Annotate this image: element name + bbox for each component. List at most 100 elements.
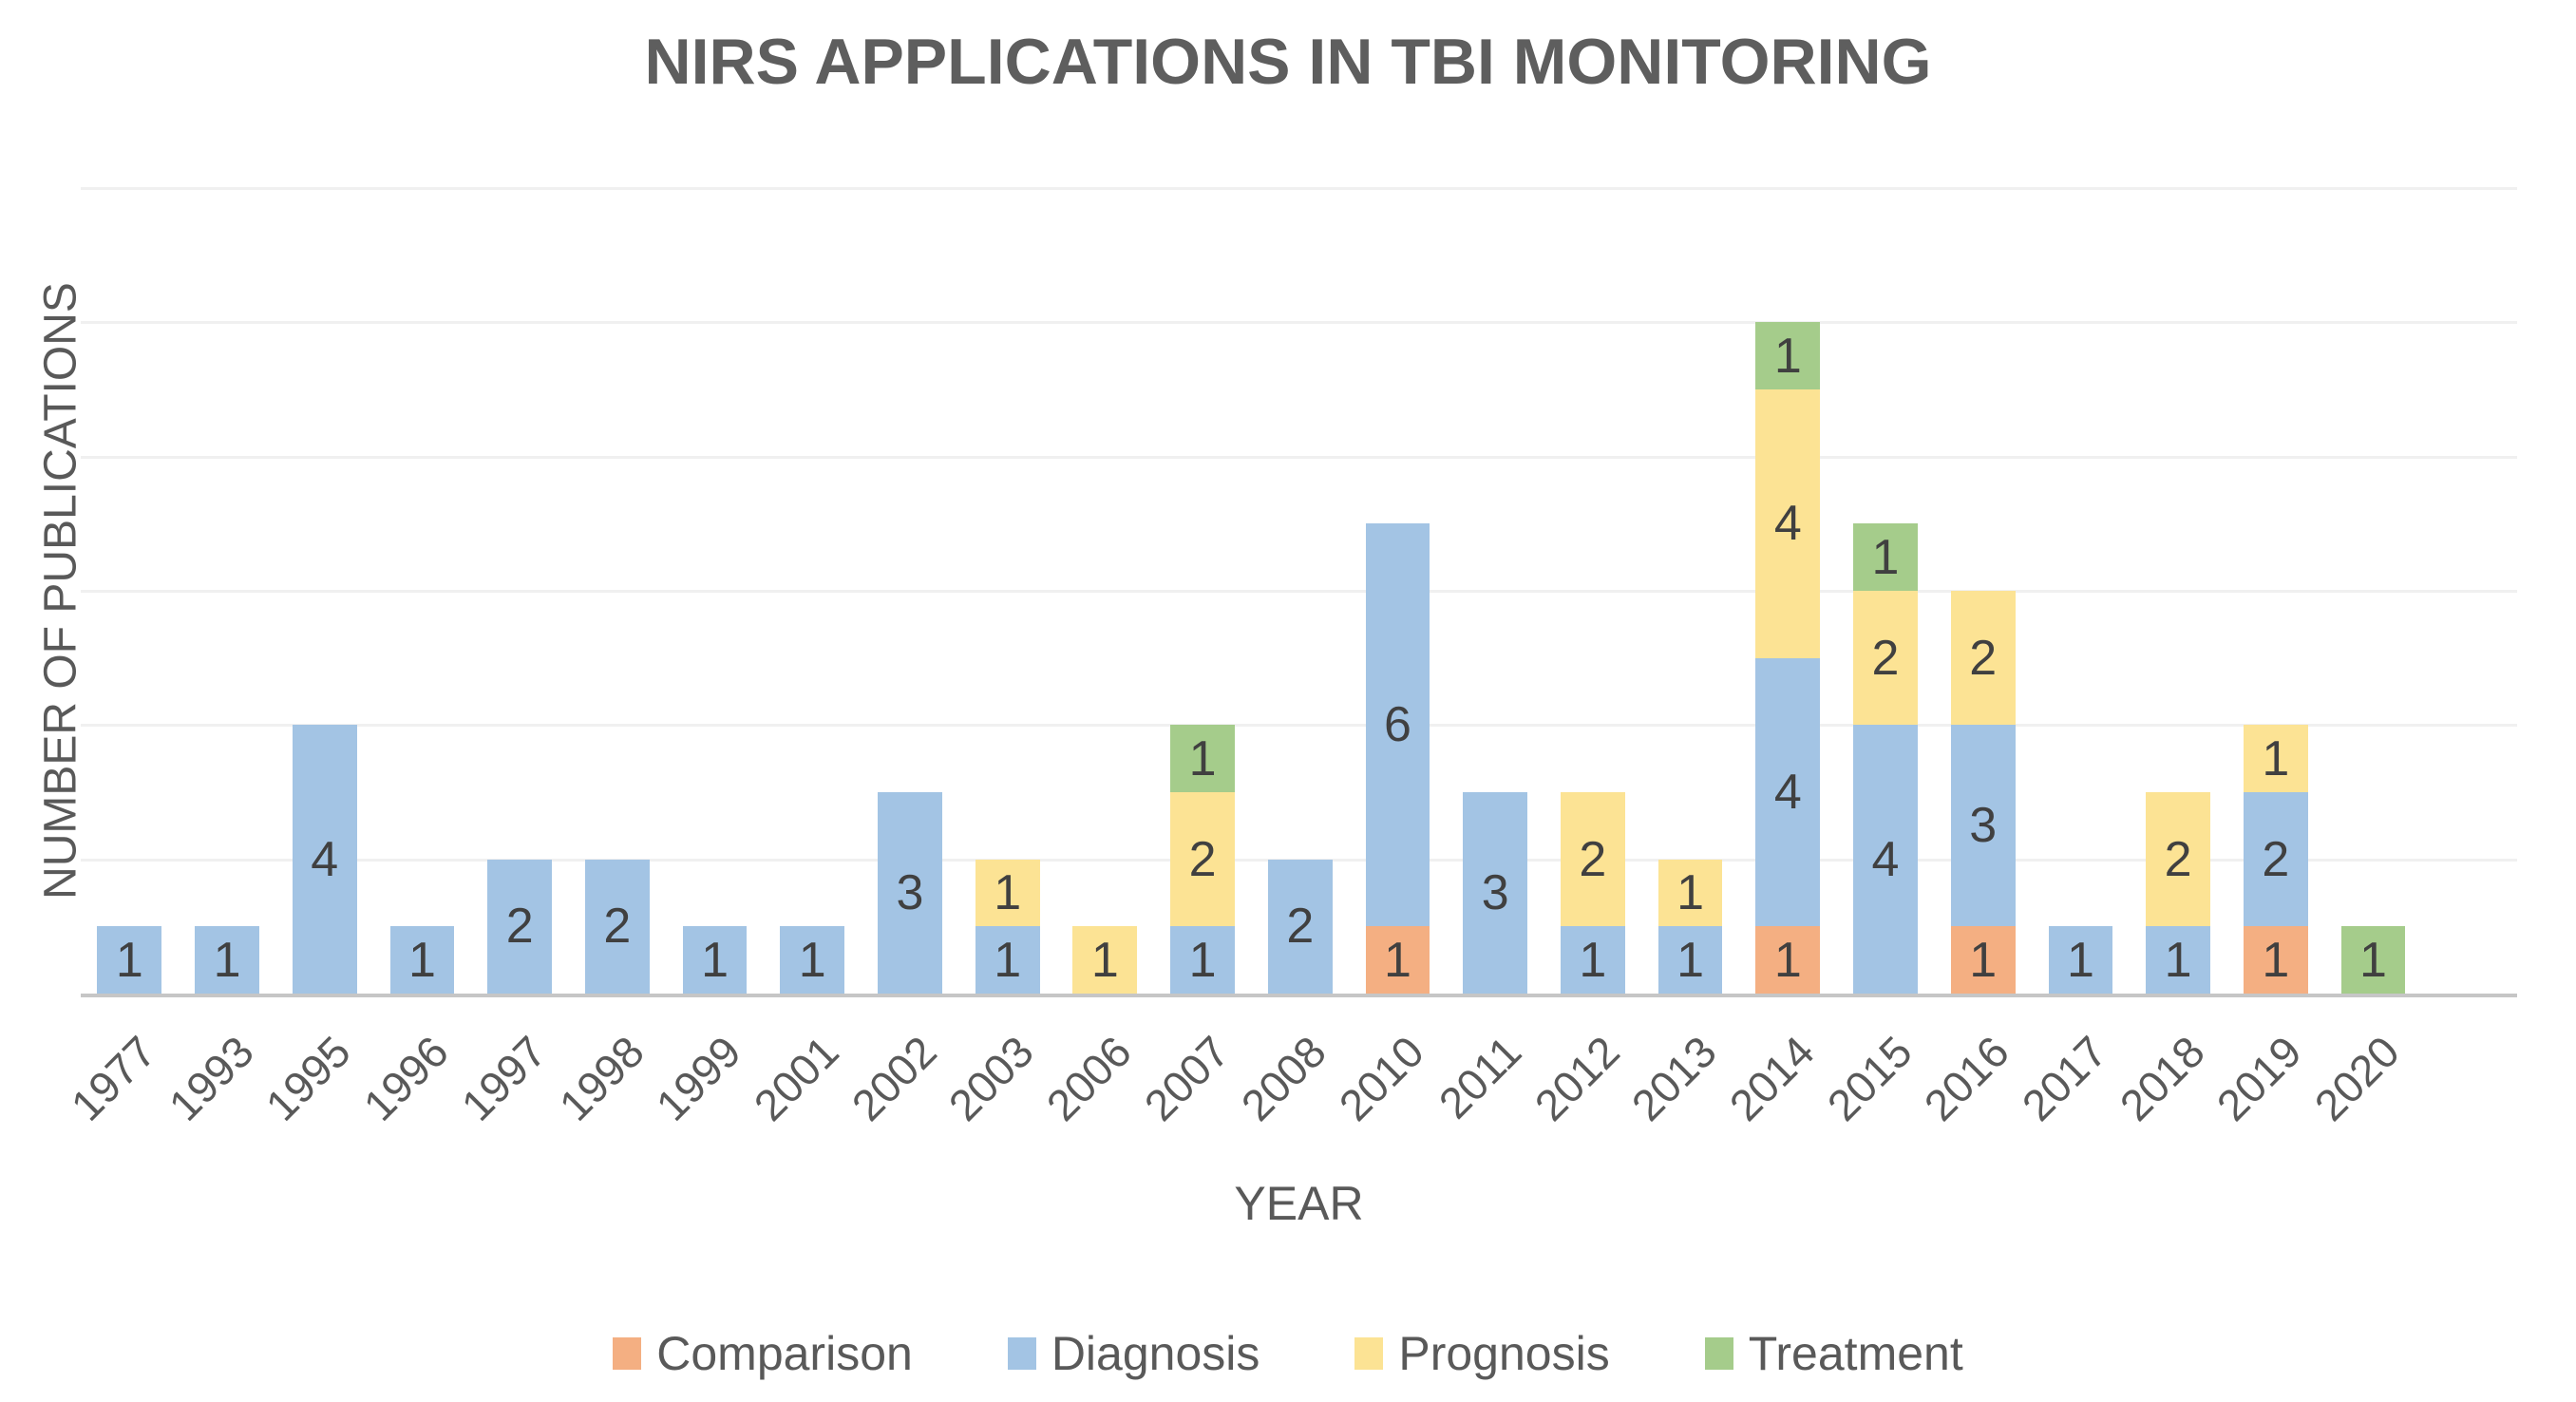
segment-label: 1	[1969, 932, 1998, 988]
bar-segment-treatment: 1	[1755, 322, 1821, 390]
segment-label: 2	[1286, 899, 1315, 955]
bar-slot-1996: 1	[373, 188, 471, 994]
bar-segment-diagnosis: 2	[1267, 859, 1333, 994]
stacked-bar-1999: 1	[682, 926, 748, 994]
segment-label: 1	[1579, 932, 1607, 988]
segment-label: 1	[1188, 730, 1217, 786]
bar-segment-diagnosis: 4	[292, 725, 357, 994]
segment-label: 1	[407, 932, 436, 988]
segment-label: 2	[505, 899, 534, 955]
chart-title: NIRS APPLICATIONS IN TBI MONITORING	[644, 26, 1932, 98]
bar-segment-diagnosis: 1	[1170, 926, 1235, 994]
bar-slot-2002: 3	[862, 188, 959, 994]
bar-slot-2015: 4 2 1	[1837, 188, 1935, 994]
segment-label: 3	[1481, 865, 1509, 920]
bar-slot-1977: 1	[81, 188, 179, 994]
bar-segment-diagnosis: 1	[2048, 926, 2113, 994]
segment-label: 1	[1676, 865, 1705, 921]
segment-label: 1	[1773, 328, 1802, 384]
bar-segment-diagnosis: 3	[1950, 725, 2016, 927]
bar-segment-prognosis: 2	[2146, 792, 2210, 927]
bar-segment-prognosis: 4	[1755, 389, 1821, 658]
bar-slot-2014: 1 4 4 1	[1739, 188, 1837, 994]
bar-segment-diagnosis: 2	[2243, 792, 2308, 927]
gridline	[81, 321, 2517, 325]
segment-label: 1	[994, 932, 1022, 988]
legend-item-comparison: Comparison	[613, 1326, 913, 1381]
bar-segment-prognosis: 1	[975, 859, 1040, 927]
bar-slot-2007: 1 2 1	[1154, 188, 1252, 994]
x-tick-slot: 2020	[2305, 1026, 2422, 1159]
x-axis-title: YEAR	[1234, 1177, 1364, 1230]
bar-slot-2006: 1	[1056, 188, 1154, 994]
legend: Comparison Diagnosis Prognosis Treatment	[0, 1326, 2576, 1381]
legend-swatch	[1354, 1337, 1384, 1370]
stacked-bar-2011: 3	[1463, 792, 1528, 994]
bar-segment-diagnosis: 1	[1657, 926, 1723, 994]
segment-label: 1	[701, 932, 729, 988]
legend-item-treatment: Treatment	[1704, 1326, 1963, 1381]
bar-segment-diagnosis: 1	[389, 926, 455, 994]
stacked-bar-2019: 1 2 1	[2243, 725, 2308, 994]
segment-label: 1	[2262, 730, 2290, 786]
bar-slot-1999: 1	[666, 188, 764, 994]
stacked-bar-2002: 3	[878, 792, 942, 994]
segment-label: 2	[1579, 831, 1607, 887]
bar-segment-diagnosis: 2	[584, 859, 650, 994]
segment-label: 1	[1676, 932, 1705, 988]
stacked-bar-1996: 1	[389, 926, 455, 994]
bar-segment-diagnosis: 2	[487, 859, 553, 994]
segment-label: 1	[213, 932, 241, 988]
bar-segment-prognosis: 2	[1170, 792, 1235, 927]
bar-slot-1997: 2	[471, 188, 569, 994]
segment-label: 1	[1188, 932, 1217, 988]
segment-label: 6	[1384, 697, 1411, 753]
segment-label: 4	[311, 831, 339, 887]
stacked-bar-2007: 1 2 1	[1170, 725, 1235, 994]
segment-label: 1	[2359, 932, 2387, 988]
segment-label: 1	[1384, 932, 1411, 988]
segment-label: 1	[798, 932, 826, 988]
x-axis-labels: 1977 1993 1995 1996 1997 1998 1999 2001 2002 2003…	[62, 1026, 2422, 1159]
segment-label: 2	[603, 899, 632, 955]
segment-label: 2	[1188, 831, 1217, 887]
legend-label: Diagnosis	[1051, 1327, 1260, 1380]
stacked-bar-2001: 1	[780, 926, 845, 994]
segment-label: 4	[1871, 831, 1900, 887]
segment-label: 1	[115, 932, 143, 988]
bar-segment-prognosis: 1	[1657, 859, 1723, 927]
bar-segment-comparison: 1	[1365, 926, 1430, 994]
stacked-bar-2006: 1	[1072, 926, 1138, 994]
stacked-bar-1993: 1	[195, 926, 259, 994]
bar-segment-diagnosis: 1	[2146, 926, 2210, 994]
legend-swatch	[613, 1337, 642, 1370]
bar-slot-2019: 1 2 1	[2226, 188, 2324, 994]
segment-label: 1	[2164, 932, 2192, 988]
segment-label: 1	[1090, 932, 1119, 988]
segment-label: 4	[1773, 496, 1802, 552]
segment-label: 3	[1969, 798, 1998, 854]
stacked-bar-1998: 2	[584, 859, 650, 994]
stacked-bar-2016: 1 3 2	[1950, 591, 2016, 994]
bar-slot-2020: 1	[2324, 188, 2422, 994]
x-tick-label: 1977	[61, 1026, 165, 1130]
legend-item-prognosis: Prognosis	[1354, 1326, 1610, 1381]
segment-label: 1	[2066, 932, 2094, 988]
bar-segment-prognosis: 1	[2243, 725, 2308, 793]
bar-slot-1998: 2	[569, 188, 667, 994]
bar-segment-comparison: 1	[2243, 926, 2308, 994]
bar-segment-diagnosis: 1	[195, 926, 259, 994]
bar-slot-2011: 3	[1447, 188, 1544, 994]
legend-label: Prognosis	[1398, 1327, 1610, 1380]
bar-segment-comparison: 1	[1755, 926, 1821, 994]
